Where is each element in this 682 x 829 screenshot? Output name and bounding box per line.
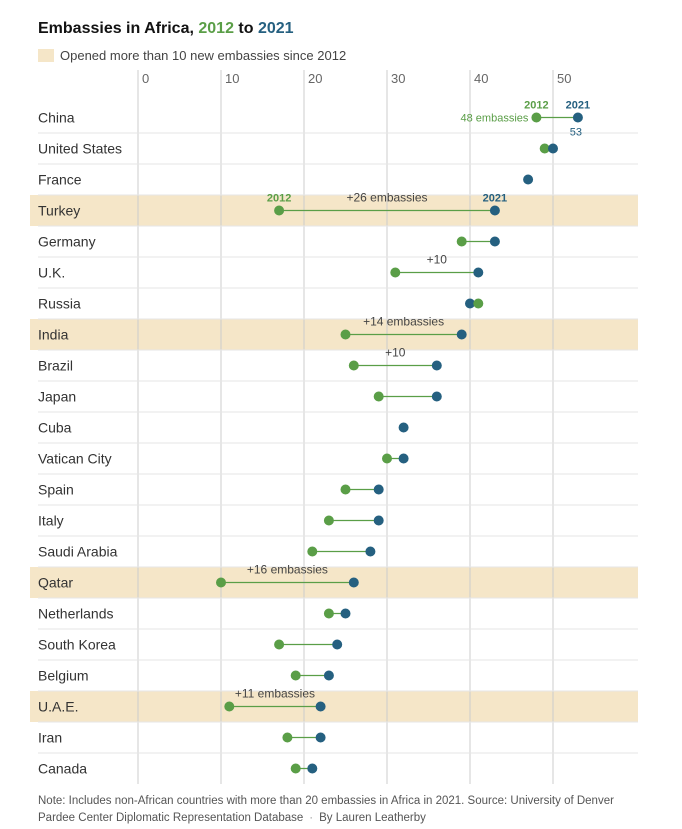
chart-title: Embassies in Africa, 2012 to 2021 (38, 20, 294, 38)
dumbbell-chart: 0 10 20 30 40 50 China 2012 2021 48 embassies 53 Un… (30, 70, 638, 784)
country-label: Belgium (38, 668, 89, 684)
data-annotation: 2012 (267, 193, 291, 205)
country-label: Germany (38, 234, 96, 250)
data-annotation: 48 embassies (461, 113, 529, 125)
legend: Opened more than 10 new embassies since … (38, 46, 346, 64)
legend-label: Opened more than 10 new embassies since … (60, 47, 347, 63)
x-tick-label: 10 (225, 71, 239, 86)
dot-2021 (323, 670, 334, 681)
dot-2021 (373, 515, 384, 526)
dot-2021 (489, 236, 500, 247)
dot-2012 (340, 329, 351, 340)
country-label: Russia (38, 296, 81, 312)
dot-2012 (216, 577, 226, 588)
data-annotation: 2021 (566, 100, 590, 112)
dot-2012 (224, 701, 235, 712)
x-tick-label: 50 (557, 71, 571, 86)
x-tick-label: 20 (308, 71, 322, 86)
country-label: U.K. (38, 265, 65, 281)
data-annotation: +26 embassies (346, 191, 427, 205)
dot-2021 (572, 112, 583, 123)
country-label: China (38, 110, 75, 126)
dot-2021 (348, 577, 359, 588)
country-label: India (38, 327, 69, 343)
data-annotation: +11 embassies (235, 687, 315, 701)
title-year-end: 2021 (257, 20, 294, 37)
country-label: Iran (38, 730, 62, 746)
dot-2012 (456, 236, 467, 247)
country-label: Italy (38, 513, 64, 529)
dot-2021 (332, 639, 343, 650)
country-label: Japan (38, 389, 76, 405)
dot-2012 (282, 732, 293, 743)
country-label: Spain (38, 482, 74, 498)
country-label: Vatican City (38, 451, 112, 467)
dot-2021 (489, 205, 500, 216)
dot-2021 (523, 174, 534, 185)
dot-2012 (373, 391, 384, 402)
country-label: Cuba (38, 420, 72, 436)
data-annotation: 53 (570, 127, 582, 139)
dot-2021 (473, 267, 484, 278)
dot-2012 (348, 360, 359, 371)
x-tick-label: 0 (142, 71, 149, 86)
data-annotation: +10 (427, 253, 448, 267)
dot-2012 (473, 298, 484, 309)
dot-2021 (398, 422, 409, 433)
dot-2012 (340, 484, 351, 495)
dot-2021 (465, 298, 475, 309)
country-label: U.A.E. (38, 699, 78, 715)
dot-2021 (315, 701, 326, 712)
title-year-start: 2012 (198, 20, 234, 37)
title-prefix: Embassies in Africa, (38, 20, 194, 37)
dot-2021 (315, 732, 326, 743)
dot-2012 (290, 763, 301, 774)
country-label: Netherlands (38, 606, 114, 622)
dot-2012 (323, 608, 334, 619)
country-label: France (38, 172, 82, 188)
title-connector: to (238, 20, 254, 37)
country-label: Qatar (38, 575, 73, 591)
dot-2021 (456, 329, 467, 340)
country-label: Canada (38, 761, 87, 777)
dot-2021 (431, 360, 442, 371)
dot-2012 (274, 205, 285, 216)
dot-2021 (307, 763, 318, 774)
data-annotation: +14 embassies (363, 315, 444, 329)
country-label: United States (38, 141, 122, 157)
dot-2012 (382, 453, 392, 464)
country-label: Turkey (38, 203, 80, 219)
data-annotation: 2012 (524, 100, 548, 112)
byline: By Lauren Leatherby (319, 812, 426, 824)
note-text: Note: Includes non-African countries wit… (38, 795, 614, 824)
x-tick-label: 40 (474, 71, 488, 86)
highlight-band (30, 319, 638, 350)
dot-2012 (290, 670, 301, 681)
country-label: Saudi Arabia (38, 544, 118, 560)
highlight-band (30, 691, 638, 722)
dot-2021 (340, 608, 351, 619)
country-label: South Korea (38, 637, 116, 653)
dot-2021 (548, 143, 558, 154)
dot-2021 (365, 546, 376, 557)
dot-2021 (373, 484, 384, 495)
dot-2012 (274, 639, 285, 650)
dot-2021 (431, 391, 442, 402)
x-tick-label: 30 (391, 71, 405, 86)
country-label: Brazil (38, 358, 73, 374)
dot-2012 (390, 267, 401, 278)
chart-note: Note: Includes non-African countries wit… (38, 793, 638, 827)
legend-swatch-highlight (38, 48, 54, 62)
note-separator: · (309, 812, 314, 824)
dot-2012 (307, 546, 318, 557)
dot-2021 (398, 453, 409, 464)
data-annotation: +16 embassies (247, 563, 328, 577)
dot-2012 (539, 143, 550, 154)
dot-2012 (531, 112, 542, 123)
dot-2012 (323, 515, 334, 526)
data-annotation: +10 (385, 346, 406, 360)
data-annotation: 2021 (483, 193, 507, 205)
